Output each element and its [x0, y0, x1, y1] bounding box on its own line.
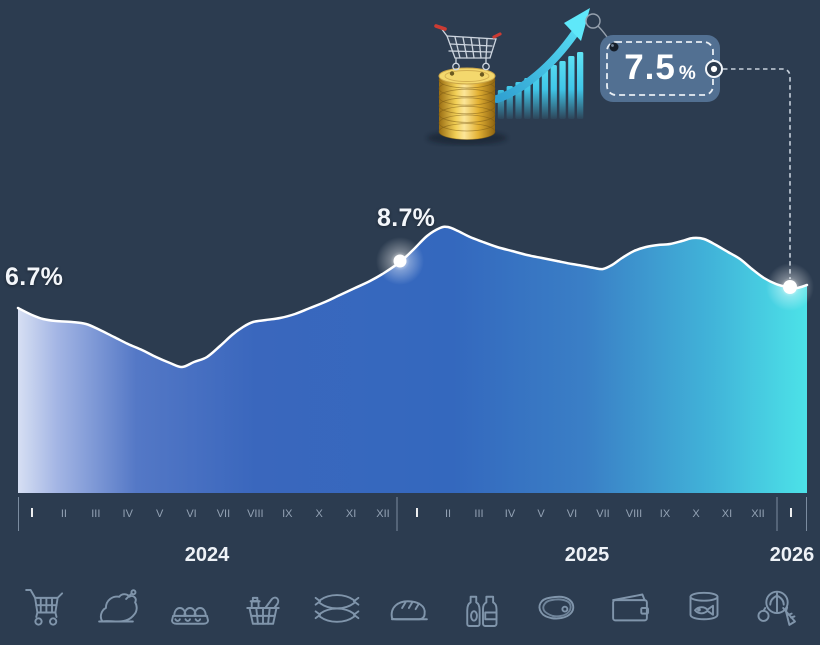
meat-steak-icon [538, 595, 574, 620]
month-tick-2025-VI: VI [567, 508, 577, 520]
wallet-icon [612, 593, 650, 622]
month-tick-2025-XI: XI [722, 508, 732, 520]
month-tick-2024-III: III [91, 508, 100, 520]
month-tick-2025-IV: IV [505, 508, 516, 520]
growth-illustration [427, 8, 723, 145]
month-tick-2024-VII: VII [217, 508, 230, 520]
growth-arrow-head [564, 8, 590, 41]
month-tick-2025-VII: VII [596, 508, 609, 520]
growth-arrow [493, 29, 579, 103]
month-tick-2025-V: V [537, 508, 545, 520]
month-tick-2025-VIII: VIII [626, 508, 643, 520]
grocery-basket-icon [246, 596, 280, 625]
coin-stack [438, 67, 496, 141]
roast-chicken-icon [98, 589, 139, 623]
mini-bar-chart [489, 52, 584, 119]
marker-dot [393, 254, 407, 268]
inflation-area-fill [18, 226, 807, 493]
dashed-connector [723, 68, 791, 279]
inflation-line [16, 225, 809, 369]
mini-bar [533, 73, 540, 119]
cart-front-flag [492, 32, 502, 39]
inflation-area-chart [16, 225, 809, 493]
time-axis: I II III IV V VI VII VIII IX X XI XII I II III IV V VI VII… [18, 497, 807, 531]
marker-dot [783, 280, 797, 294]
year-label-2026: 2026 [769, 544, 815, 566]
shopping-cart-on-coins [434, 24, 502, 71]
month-tick-2025-X: X [692, 508, 700, 520]
shopping-cart-icon [25, 589, 64, 626]
month-tick-2024-VI: VI [186, 508, 196, 520]
vegetables-icon [757, 590, 796, 626]
tag-value: 7.5 [624, 47, 676, 87]
month-tick-2025-III: III [474, 508, 483, 520]
grocery-icons-row [16, 578, 804, 638]
month-tick-2024-II: II [61, 508, 67, 520]
tag-dashed-border [606, 41, 714, 96]
peak-value-label: 8.7% [377, 204, 436, 232]
bread-icon [390, 600, 428, 621]
month-tick-2024-IV: IV [123, 508, 134, 520]
year-label-2025: 2025 [564, 544, 610, 566]
tag-percent-sign: % [678, 62, 696, 84]
price-tag [600, 35, 723, 102]
bottles-icon [466, 595, 498, 627]
month-tick-2024-IX: IX [282, 508, 293, 520]
month-tick-2025-II: II [445, 508, 451, 520]
month-tick-2024-XI: XI [346, 508, 356, 520]
data-point-markers [376, 237, 814, 311]
mini-bar [577, 52, 584, 119]
tag-connector-dashed-line [723, 68, 791, 279]
month-tick-2024-XII: XII [376, 508, 389, 520]
month-tick-2026-I: I [789, 506, 792, 520]
year-label-2024: 2024 [184, 544, 230, 566]
month-tick-2024-VIII: VIII [247, 508, 264, 520]
canned-fish-icon [689, 591, 718, 621]
start-value-label: 6.7% [5, 263, 64, 291]
month-tick-2024-I: I [30, 506, 33, 520]
mini-bar [559, 61, 566, 119]
mini-bar [550, 65, 557, 119]
sausages-icon [314, 594, 359, 623]
tag-value-label: 7.5 % [600, 33, 720, 102]
month-tick-2024-V: V [156, 508, 164, 520]
month-tick-2024-X: X [316, 508, 324, 520]
month-tick-2025-XII: XII [751, 508, 764, 520]
month-tick-2025-IX: IX [660, 508, 671, 520]
mini-bar [541, 69, 549, 119]
egg-carton-icon [170, 607, 209, 625]
mini-bar [568, 56, 575, 119]
month-tick-2025-I: I [415, 506, 418, 520]
cart-handle-grip [434, 24, 447, 31]
